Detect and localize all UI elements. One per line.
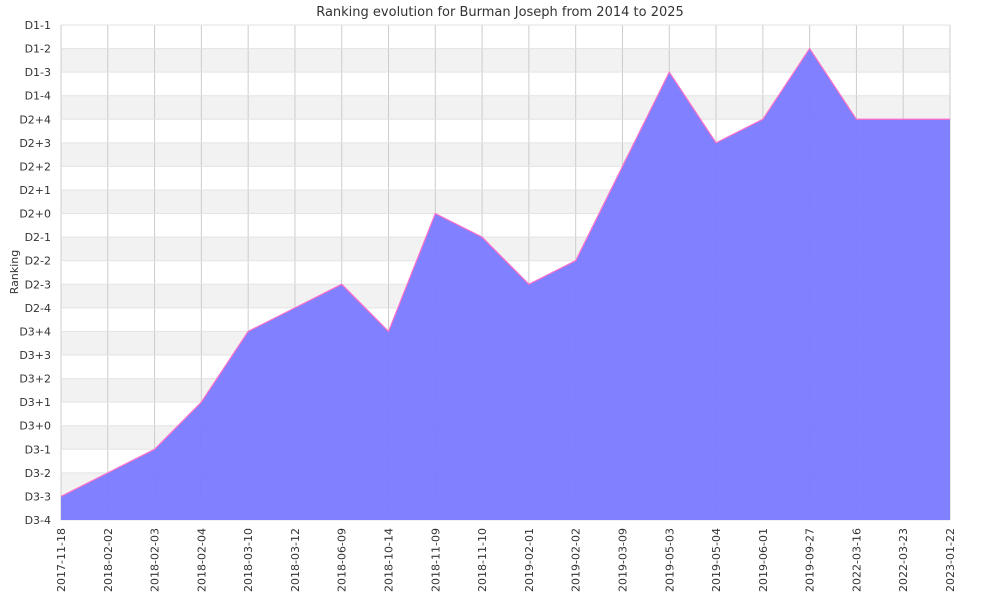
x-tick-label: 2018-02-03 bbox=[149, 528, 162, 592]
y-tick-label: D2+1 bbox=[19, 184, 51, 197]
x-tick-label: 2018-02-04 bbox=[195, 528, 208, 592]
y-tick-label: D2+3 bbox=[19, 137, 51, 150]
y-tick-label: D1-3 bbox=[25, 66, 51, 79]
y-tick-label: D3+2 bbox=[19, 373, 51, 386]
y-tick-label: D2-4 bbox=[25, 302, 51, 315]
y-tick-label: D2+4 bbox=[19, 113, 51, 126]
x-tick-label: 2018-10-14 bbox=[383, 528, 396, 592]
y-tick-label: D3-2 bbox=[25, 467, 51, 480]
background-band bbox=[61, 25, 950, 49]
y-tick-label: D1-2 bbox=[25, 43, 51, 56]
y-tick-label: D3+0 bbox=[19, 420, 51, 433]
y-tick-label: D2-3 bbox=[25, 278, 51, 291]
background-band bbox=[61, 48, 950, 73]
x-tick-labels: 2017-11-18 2018-02-02 2018-02-03 2018-02-04… bbox=[55, 528, 957, 592]
y-tick-label: D2-2 bbox=[25, 255, 51, 268]
x-tick-label: 2019-06-01 bbox=[757, 528, 770, 592]
x-tick-label: 2019-05-03 bbox=[663, 528, 676, 592]
y-tick-label: D3-1 bbox=[25, 443, 51, 456]
chart-title: Ranking evolution for Burman Joseph from… bbox=[316, 5, 684, 20]
background-band bbox=[61, 95, 950, 120]
y-axis-label: Ranking bbox=[8, 250, 21, 295]
series-line bbox=[60, 47, 950, 497]
y-tick-label: D3+1 bbox=[19, 396, 51, 409]
series-area-group bbox=[60, 47, 950, 520]
background-band bbox=[61, 72, 950, 96]
x-tick-label: 2018-03-10 bbox=[242, 528, 255, 592]
x-tick-label: 2022-03-16 bbox=[850, 528, 863, 592]
x-tick-label: 2018-06-09 bbox=[336, 528, 349, 592]
x-tick-label: 2018-11-09 bbox=[429, 528, 442, 592]
y-tick-label: D2+2 bbox=[19, 160, 51, 173]
x-tick-label: 2017-11-18 bbox=[55, 528, 68, 592]
y-tick-label: D2-1 bbox=[25, 231, 51, 244]
x-tick-label: 2019-05-04 bbox=[710, 528, 723, 592]
x-tick-label: 2018-11-10 bbox=[476, 528, 489, 592]
x-tick-label: 2019-03-09 bbox=[616, 528, 629, 592]
y-tick-label: D2+0 bbox=[19, 208, 51, 221]
y-tick-label: D3+3 bbox=[19, 349, 51, 362]
y-tick-label: D3-3 bbox=[25, 490, 51, 503]
y-tick-label: D3-4 bbox=[25, 514, 51, 527]
x-tick-label: 2018-03-12 bbox=[289, 528, 302, 592]
y-tick-labels: D3-4 D3-3 D3-2 D3-1 D3+0 D3+1 D3+2 D3+3 D3+4 D2-4… bbox=[19, 19, 51, 527]
x-tick-label: 2022-03-23 bbox=[897, 528, 910, 592]
x-tick-label: 2019-09-27 bbox=[804, 528, 817, 592]
y-tick-label: D3+4 bbox=[19, 325, 51, 338]
x-tick-label: 2018-02-02 bbox=[102, 528, 115, 592]
x-tick-label: 2019-02-02 bbox=[570, 528, 583, 592]
x-tick-label: 2019-02-01 bbox=[523, 528, 536, 592]
series-area bbox=[61, 48, 950, 520]
y-tick-label: D1-4 bbox=[25, 90, 51, 103]
x-tick-label: 2023-01-22 bbox=[944, 528, 957, 592]
y-tick-label: D1-1 bbox=[25, 19, 51, 32]
